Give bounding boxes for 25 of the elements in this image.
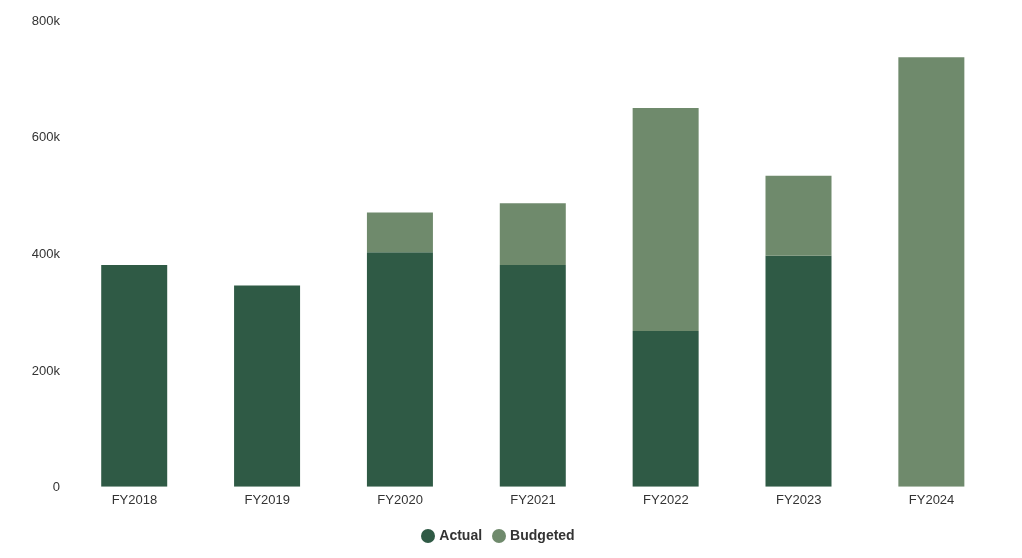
- bar: [632, 108, 699, 331]
- bar: [898, 57, 965, 487]
- y-tick-label: 0: [52, 479, 60, 495]
- x-tick-label: FY2019: [244, 491, 291, 507]
- bar: [234, 285, 301, 487]
- legend-label: Actual: [439, 526, 483, 543]
- bar: [765, 175, 832, 256]
- bar: [499, 203, 566, 266]
- x-tick-label: FY2018: [111, 491, 158, 507]
- x-tick-label: FY2023: [775, 491, 822, 507]
- y-tick-label: 600k: [31, 129, 61, 145]
- bar: [632, 330, 699, 487]
- bar: [101, 265, 168, 487]
- x-tick-label: FY2024: [908, 491, 955, 507]
- y-tick-label: 200k: [31, 362, 61, 378]
- x-tick-label: FY2020: [377, 491, 423, 507]
- legend-label: Budgeted: [510, 526, 575, 543]
- bar: [366, 212, 433, 253]
- bar: [499, 265, 566, 487]
- x-tick-label: FY2022: [643, 491, 689, 507]
- bar: [765, 255, 832, 487]
- y-tick-label: 800k: [31, 12, 61, 28]
- y-tick-label: 400k: [31, 245, 61, 261]
- x-tick-label: FY2021: [510, 491, 556, 507]
- bar: [366, 252, 433, 487]
